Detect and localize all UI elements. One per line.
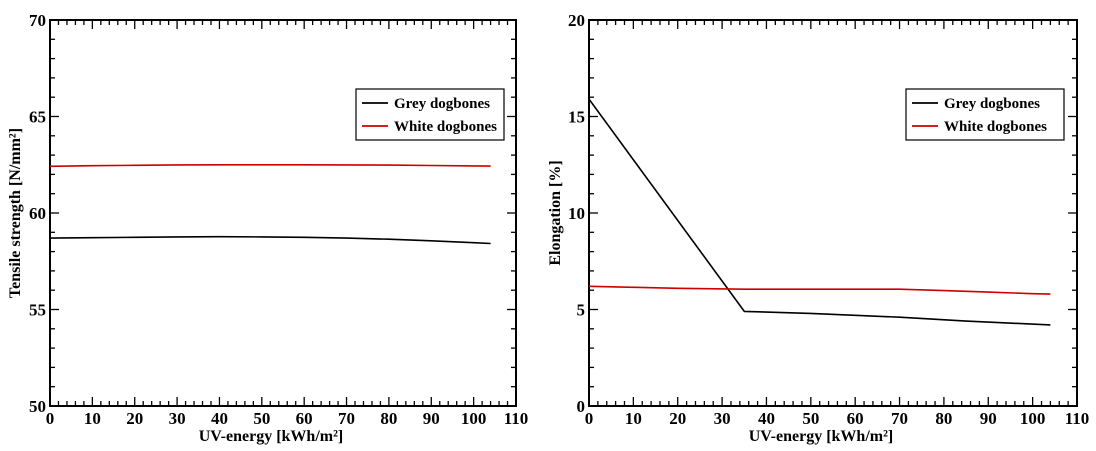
x-tick-label: 10: [84, 409, 101, 428]
x-tick-label: 20: [669, 409, 686, 428]
y-tick-label: 20: [568, 11, 585, 30]
y-axis-title: Tensile strength [N/mm²]: [7, 128, 24, 298]
x-tick-label: 50: [253, 409, 270, 428]
chart-1: 0 10 20 30 40 50 60 70 80 90 100 1105055606570UV-en…: [7, 11, 528, 445]
x-tick-label: 80: [380, 409, 397, 428]
x-axis-title: UV-energy [kWh/m²]: [749, 428, 893, 445]
legend-label: Grey dogbones: [944, 96, 1040, 112]
x-tick-label: 30: [714, 409, 731, 428]
x-tick-label: 70: [338, 409, 355, 428]
legend: Grey dogbones White dogbones: [905, 88, 1065, 141]
legend-box: [355, 88, 505, 141]
series-line-white-dogbones: [588, 285, 1051, 295]
x-tick-label: 40: [758, 409, 775, 428]
chart-2: 0 10 20 30 40 50 60 70 80 90 100 110 0 5 10 15 20 UV-ener…: [547, 11, 1089, 445]
y-tick-label: 50: [29, 397, 46, 416]
y-tick-label: 10: [568, 204, 585, 223]
y-tick-label: 15: [568, 108, 585, 127]
x-tick-label: 0: [585, 409, 594, 428]
x-tick-label: 70: [891, 409, 908, 428]
legend: Grey dogbones White dogbones: [355, 88, 505, 141]
x-tick-label: 100: [461, 409, 487, 428]
x-tick-label: 30: [169, 409, 186, 428]
series-line-grey-dogbones: [49, 235, 491, 245]
x-tick-label: 10: [625, 409, 642, 428]
x-tick-label: 0: [46, 409, 55, 428]
legend-label: White dogbones: [394, 119, 497, 135]
x-tick-label: 20: [126, 409, 143, 428]
series-line-grey-dogbones: [588, 98, 1051, 326]
x-tick-label: 50: [802, 409, 819, 428]
legend-box: [905, 88, 1065, 141]
y-tick-label: 65: [29, 108, 46, 127]
x-tick-label: 40: [211, 409, 228, 428]
y-tick-label: 60: [29, 204, 46, 223]
y-tick-label: 70: [29, 11, 46, 30]
plot-frame: [49, 19, 517, 407]
plot-frame: [588, 19, 1078, 407]
x-axis-title: UV-energy [kWh/m²]: [199, 428, 343, 445]
legend-label: White dogbones: [944, 119, 1047, 135]
x-tick-label: 90: [423, 409, 440, 428]
y-tick-label: 0: [577, 397, 586, 416]
x-tick-label: 90: [980, 409, 997, 428]
y-axis-title: Elongation [%]: [547, 160, 564, 265]
y-tick-label: 55: [29, 301, 46, 320]
legend-label: Grey dogbones: [394, 96, 490, 112]
x-tick-label: 60: [296, 409, 313, 428]
x-tick-label: 60: [847, 409, 864, 428]
series-line-white-dogbones: [49, 164, 491, 168]
x-tick-label: 80: [935, 409, 952, 428]
x-tick-label: 100: [1020, 409, 1046, 428]
y-tick-label: 5: [577, 301, 586, 320]
x-tick-label: 110: [504, 409, 529, 428]
x-tick-label: 110: [1065, 409, 1090, 428]
